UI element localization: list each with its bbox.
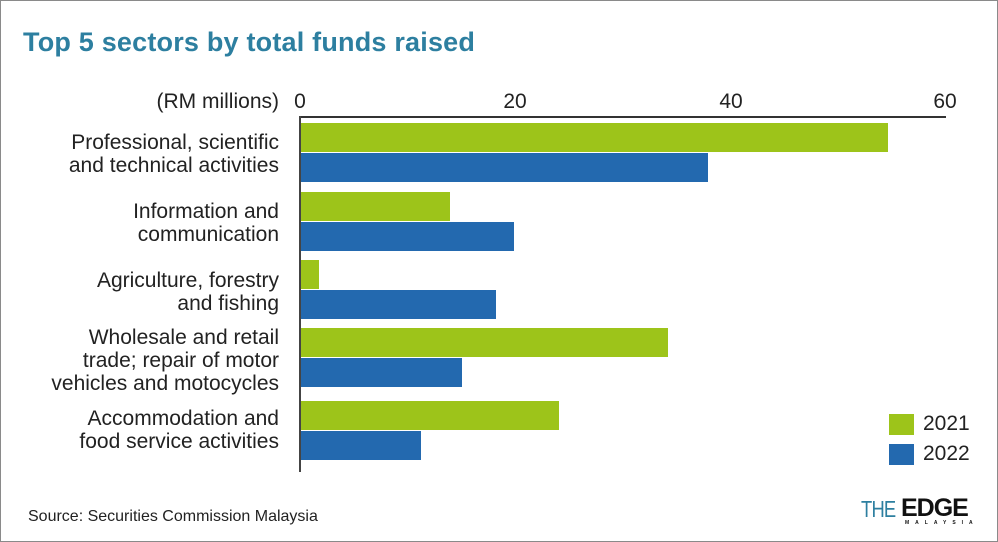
legend-label-2021: 2021 bbox=[923, 412, 970, 435]
unit-label: (RM millions) bbox=[156, 90, 280, 113]
bar-2021-2 bbox=[301, 260, 319, 289]
x-tick-60: 60 bbox=[933, 90, 957, 113]
logo-the: THE bbox=[861, 496, 896, 522]
bar-2022-4 bbox=[301, 431, 421, 460]
logo-malaysia: MALAYSIA bbox=[905, 520, 979, 526]
category-label-wholesale: Wholesale and retail trade; repair of mo… bbox=[51, 326, 279, 395]
bar-2021-1 bbox=[301, 192, 450, 221]
bar-2022-0 bbox=[301, 153, 708, 182]
x-axis-line bbox=[299, 116, 946, 118]
y-axis-line bbox=[299, 116, 301, 472]
legend-item-2022: 2022 bbox=[889, 439, 970, 469]
category-label-information: Information and communication bbox=[133, 200, 279, 246]
category-label-professional: Professional, scientific and technical a… bbox=[68, 131, 279, 177]
bar-2022-2 bbox=[301, 290, 496, 319]
legend-item-2021: 2021 bbox=[889, 409, 970, 439]
x-tick-20: 20 bbox=[503, 90, 527, 113]
bar-2021-4 bbox=[301, 401, 559, 430]
bar-2021-0 bbox=[301, 123, 888, 152]
legend: 2021 2022 bbox=[889, 409, 970, 469]
x-tick-40: 40 bbox=[719, 90, 743, 113]
legend-swatch-2021 bbox=[889, 413, 914, 435]
source-note: Source: Securities Commission Malaysia bbox=[28, 508, 318, 525]
x-tick-0: 0 bbox=[294, 90, 306, 113]
logo-edge: EDGE bbox=[901, 494, 969, 522]
bar-2022-1 bbox=[301, 222, 514, 251]
chart-title: Top 5 sectors by total funds raised bbox=[23, 27, 476, 57]
bar-2022-3 bbox=[301, 358, 462, 387]
category-label-agriculture: Agriculture, forestry and fishing bbox=[96, 269, 279, 315]
bar-2021-3 bbox=[301, 328, 668, 357]
legend-swatch-2022 bbox=[889, 443, 914, 465]
the-edge-logo: THE EDGE MALAYSIA bbox=[861, 494, 985, 526]
legend-label-2022: 2022 bbox=[923, 442, 970, 465]
category-label-accommodation: Accommodation and food service activitie… bbox=[79, 407, 279, 453]
